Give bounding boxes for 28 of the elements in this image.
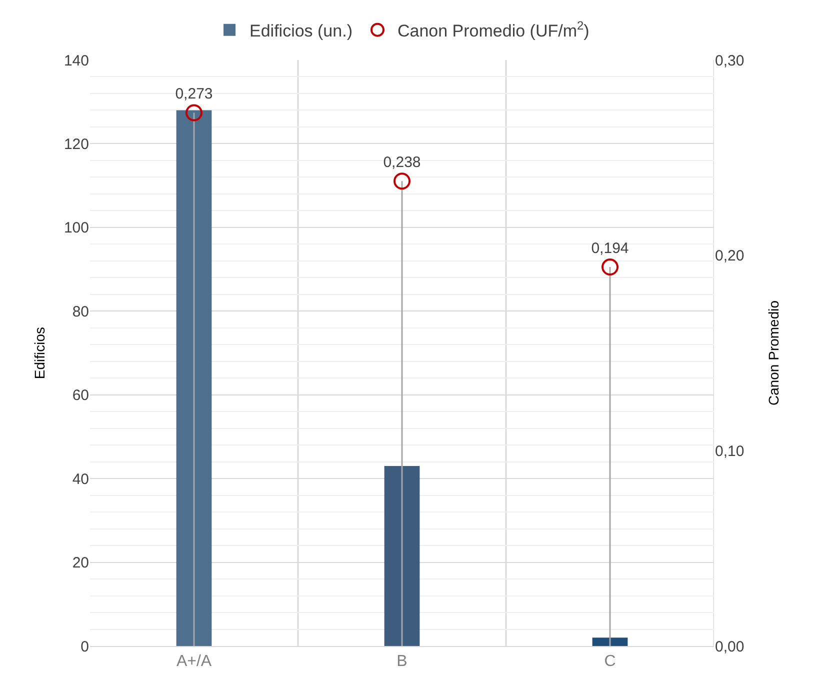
- legend-label: Canon Promedio (UF/m$^{2}$): [397, 18, 590, 40]
- x-tick-label: A+/A: [176, 653, 212, 670]
- y-tick-label: 80: [72, 303, 89, 320]
- y-tick-label: 120: [64, 136, 89, 153]
- y2-tick-label: 0,20: [715, 248, 744, 265]
- point: [602, 258, 618, 276]
- point: [186, 104, 202, 122]
- y-tick-label: 0: [80, 638, 89, 656]
- y-tick-label: 60: [72, 387, 89, 404]
- x-tick-label: B: [396, 653, 408, 670]
- data-label: 0,273: [175, 86, 213, 103]
- bar: [592, 638, 628, 646]
- bar: [384, 466, 420, 646]
- y2-tick-label: 0,30: [715, 52, 744, 70]
- y-tick-label: 140: [64, 52, 89, 70]
- data-label: 0,238: [383, 154, 421, 171]
- y-tick-label: 20: [72, 554, 89, 572]
- y-tick-label: 100: [64, 220, 89, 237]
- y2-axis-title: Canon Promedio: [766, 300, 782, 406]
- x-tick-label: C: [604, 653, 616, 670]
- y2-tick-label: 0,00: [715, 638, 744, 656]
- y2-tick-label: 0,10: [715, 442, 744, 460]
- data-label: 0,194: [591, 240, 629, 257]
- point: [394, 172, 410, 190]
- bar: [176, 110, 212, 646]
- y-axis-title: Edificios: [32, 326, 48, 380]
- legend-label: Edificios (un.): [250, 21, 352, 40]
- y-tick-label: 40: [72, 470, 89, 488]
